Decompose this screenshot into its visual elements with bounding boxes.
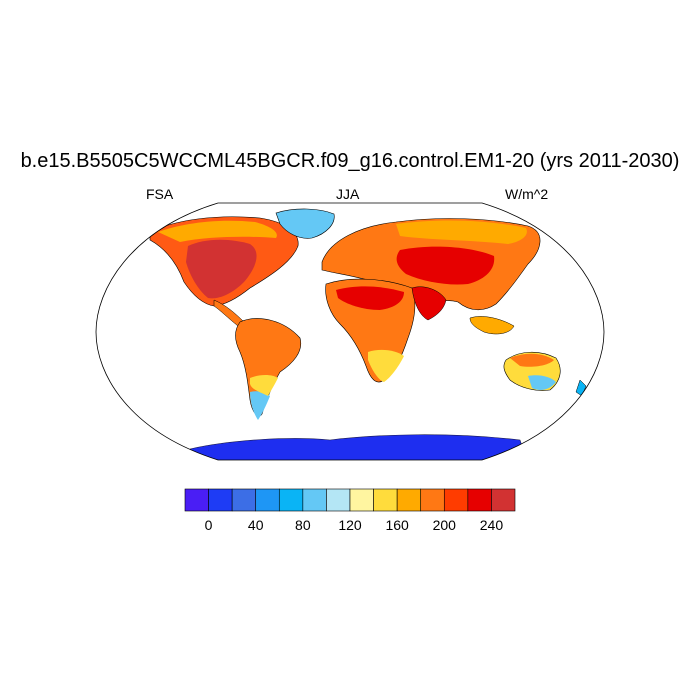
colorbar-box	[184, 488, 209, 512]
africa-south	[368, 349, 404, 382]
se-asia-islands	[469, 316, 515, 335]
colorbar-box	[255, 488, 280, 512]
map-border	[95, 202, 605, 461]
colorbar-box	[302, 488, 327, 512]
colorbar-tick-label: 200	[432, 517, 456, 533]
colorbar-box	[396, 488, 422, 512]
arabia-india	[411, 286, 447, 321]
map-land	[149, 208, 587, 460]
plot-title: b.e15.B5505C5WCCML45BGCR.f09_g16.control…	[20, 150, 680, 172]
central-asia-hot	[396, 246, 495, 285]
units-label: W/m^2	[505, 186, 549, 202]
australia-south	[528, 375, 556, 390]
colorbar-box	[420, 488, 445, 512]
colorbar-box	[373, 488, 398, 512]
colorbar-tick-label: 160	[385, 517, 409, 533]
colorbar-box	[326, 488, 351, 512]
colorbar-box	[491, 488, 516, 512]
colorbar-tick-label: 40	[247, 517, 264, 533]
australia-north	[510, 353, 554, 367]
variable-label: FSA	[146, 186, 174, 202]
canada-north	[158, 220, 277, 242]
new-zealand	[575, 379, 587, 397]
south-america	[235, 318, 302, 417]
colorbar-box	[231, 488, 257, 512]
colorbar-tick-label: 240	[479, 517, 504, 533]
greenland	[275, 208, 335, 239]
sahara-hot	[336, 286, 404, 310]
season-label: JJA	[336, 186, 360, 202]
colorbar-box	[467, 488, 492, 512]
colorbar-box	[208, 488, 233, 512]
south-america-mid	[250, 375, 278, 396]
south-america-south	[250, 391, 270, 420]
colorbar-box	[443, 488, 469, 512]
siberia-north	[396, 220, 527, 244]
antarctica	[179, 434, 531, 460]
colorbar-tick-label: 80	[295, 517, 311, 533]
north-america-hot-core	[186, 239, 257, 299]
colorbar-tick-label: 0	[204, 517, 213, 533]
colorbar-box	[349, 488, 374, 512]
colorbar-tick-label: 120	[338, 517, 362, 533]
colorbar	[184, 488, 516, 512]
colorbar-box	[278, 488, 304, 512]
